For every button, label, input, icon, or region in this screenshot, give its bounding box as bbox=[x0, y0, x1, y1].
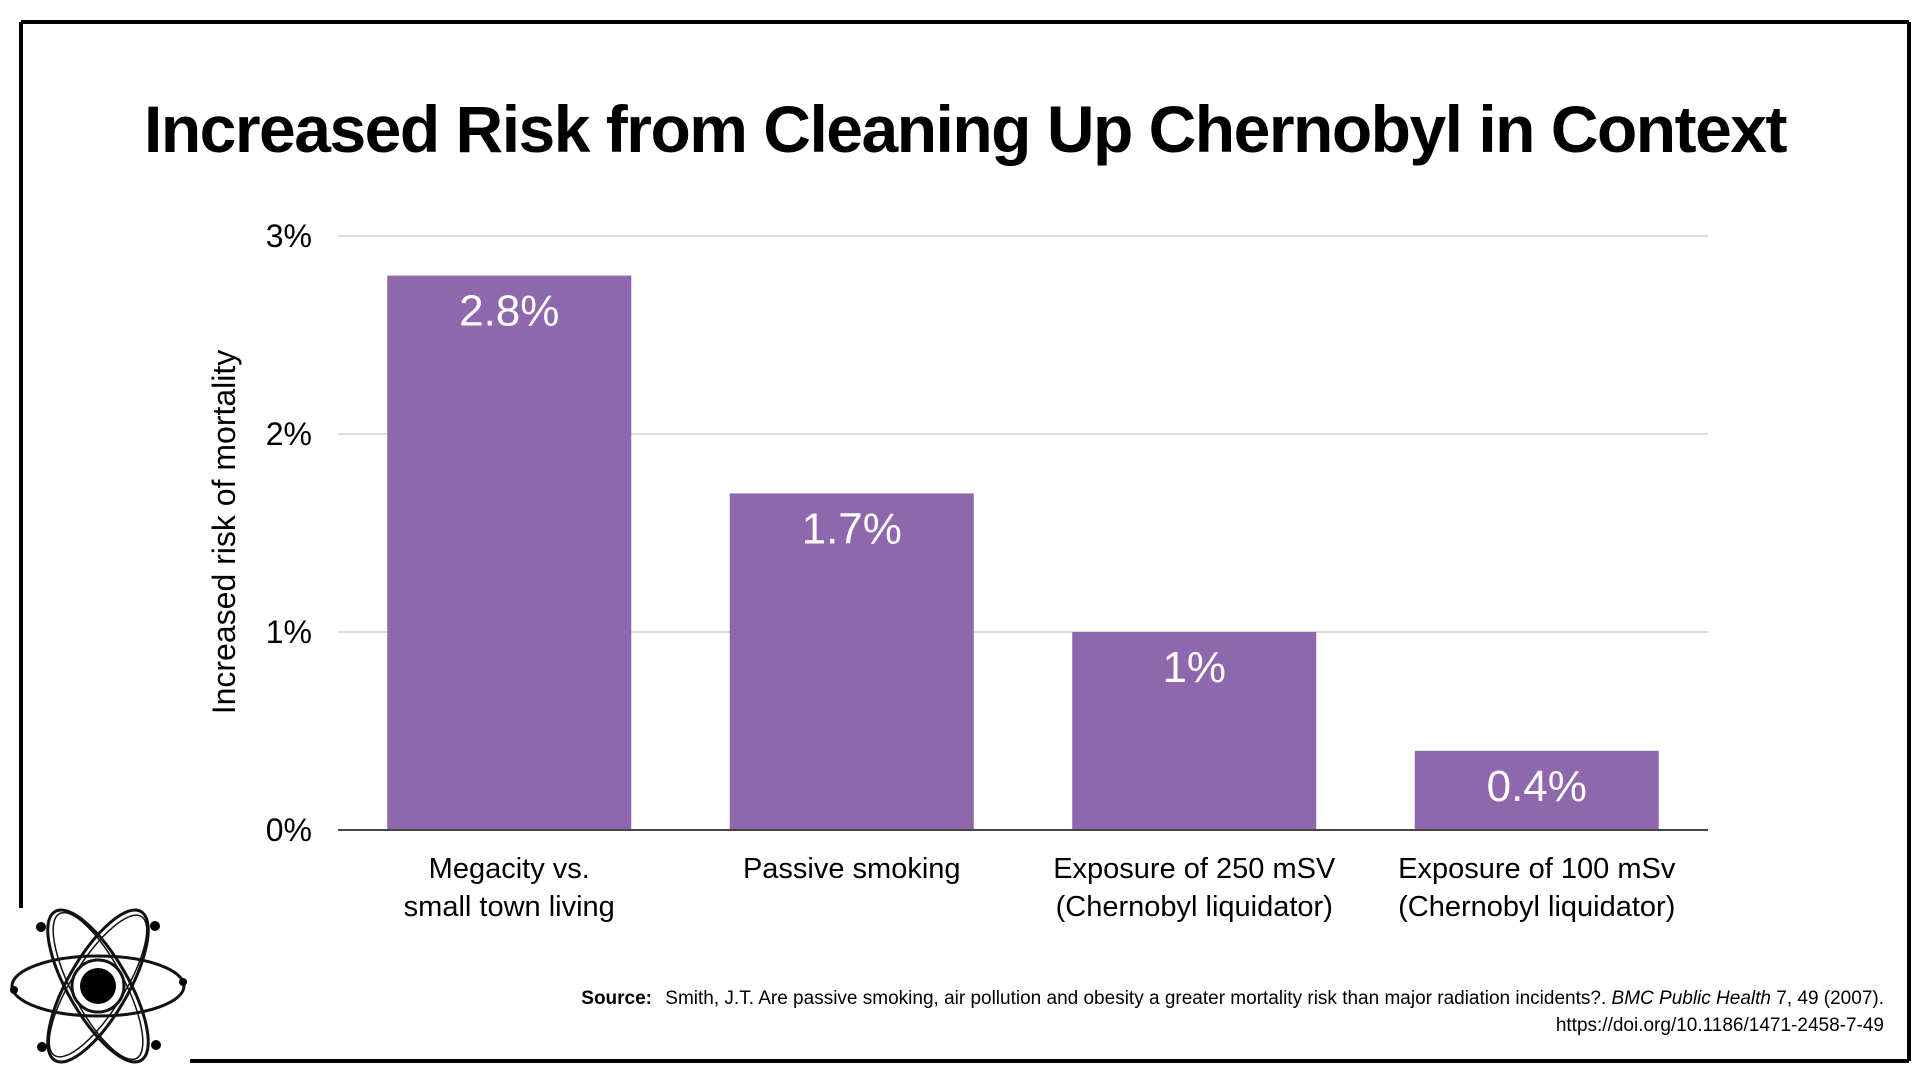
source-label: Source: bbox=[581, 988, 652, 1009]
data-labels: 2.8% 1.7% 1% 0.4% bbox=[459, 287, 1587, 811]
bar bbox=[1414, 750, 1659, 830]
data-label: 2.8% bbox=[459, 287, 559, 336]
y-tick-labels: 0% 1% 2% 3% bbox=[266, 218, 312, 848]
category-label: Passive smoking bbox=[743, 853, 961, 885]
category-label: Exposure of 250 mSV (Chernobyl liquidator… bbox=[1053, 853, 1336, 923]
data-label: 0.4% bbox=[1487, 762, 1587, 811]
category-label: Exposure of 100 mSv (Chernobyl liquidator… bbox=[1398, 853, 1676, 923]
source-text-end: 7, 49 (2007). bbox=[1776, 988, 1884, 1009]
source-text: Smith, J.T. Are passive smoking, air pol… bbox=[665, 988, 1611, 1009]
y-tick-label: 3% bbox=[266, 218, 312, 254]
category-label: Megacity vs. small town living bbox=[404, 853, 615, 923]
y-tick-label: 0% bbox=[266, 812, 312, 848]
data-label: 1% bbox=[1162, 643, 1226, 692]
bar bbox=[729, 493, 974, 830]
data-label: 1.7% bbox=[802, 504, 902, 553]
source-doi[interactable]: https://doi.org/10.1186/1471-2458-7-49 bbox=[1556, 1015, 1884, 1036]
bar bbox=[1072, 632, 1317, 830]
bars bbox=[387, 275, 1659, 831]
bar bbox=[387, 275, 632, 831]
chart-title: Increased Risk from Cleaning Up Chernoby… bbox=[144, 92, 1787, 166]
y-tick-label: 1% bbox=[266, 614, 312, 650]
category-labels: Megacity vs. small town living Passive smo… bbox=[404, 853, 1676, 923]
y-axis-label: Increased risk of mortality bbox=[206, 350, 242, 715]
y-tick-label: 2% bbox=[266, 416, 312, 452]
source-journal: BMC Public Health bbox=[1612, 988, 1771, 1009]
source-citation: Source: Smith, J.T. Are passive smoking,… bbox=[581, 988, 1884, 1009]
atom-icon bbox=[10, 908, 187, 1064]
frame-border bbox=[19, 20, 1911, 1063]
